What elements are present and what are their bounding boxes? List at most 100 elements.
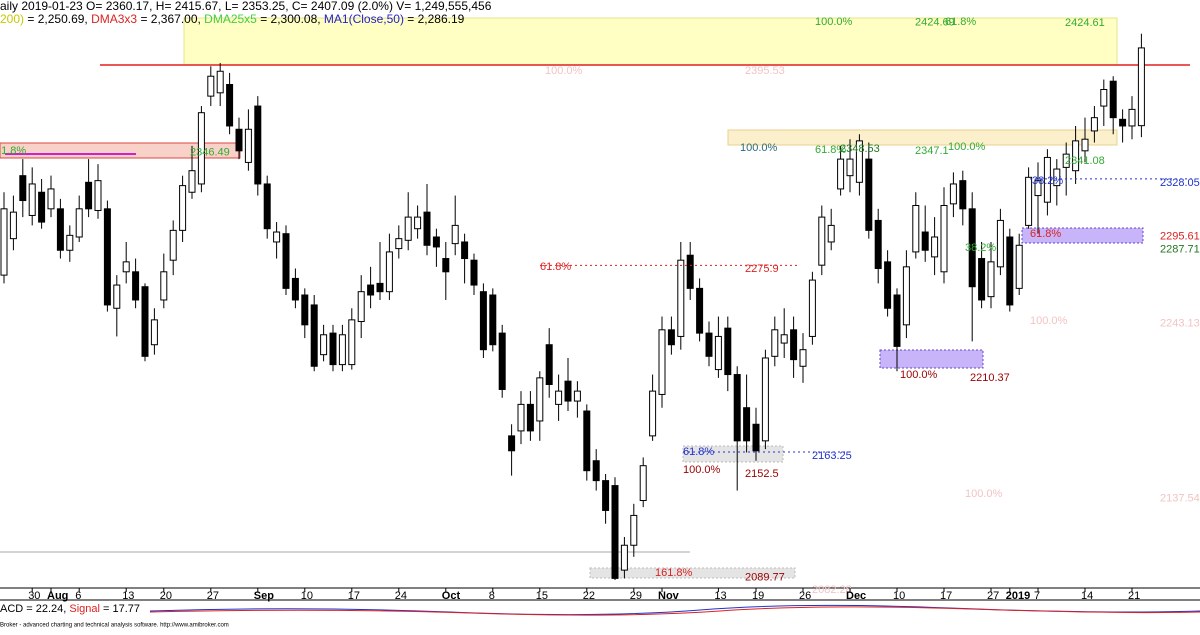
level-percent: 61.8% bbox=[945, 16, 976, 28]
candle-body bbox=[555, 390, 563, 405]
x-tick-label: 13 bbox=[122, 590, 134, 602]
level-value: 2163.25 bbox=[812, 450, 852, 462]
level-value: 2395.53 bbox=[745, 65, 785, 77]
candle-body bbox=[724, 327, 732, 376]
candle-body bbox=[38, 191, 46, 223]
candle-body bbox=[837, 158, 845, 190]
level-percent: 100.0% bbox=[900, 369, 938, 381]
candle-body bbox=[179, 185, 187, 231]
x-tick-label: 17 bbox=[940, 590, 952, 602]
candle-body bbox=[414, 216, 422, 230]
candle-body bbox=[1128, 108, 1136, 127]
candle-body bbox=[1025, 176, 1033, 226]
level-percent: 61.8% bbox=[683, 446, 714, 458]
x-tick-label: 30 bbox=[28, 590, 40, 602]
candle-body bbox=[0, 208, 8, 276]
candle-body bbox=[348, 319, 356, 366]
candle-body bbox=[978, 258, 986, 301]
indicator-item: = 2,250.69, bbox=[24, 12, 91, 26]
candle-body bbox=[94, 180, 102, 211]
level-percent: 61.8% bbox=[0, 145, 26, 157]
candle-body bbox=[197, 112, 205, 185]
zone-grey bbox=[589, 567, 796, 579]
candle-body bbox=[263, 183, 271, 230]
x-tick-label: 26 bbox=[799, 590, 811, 602]
candle-body bbox=[808, 279, 816, 337]
candle-body bbox=[583, 410, 591, 472]
candle-body bbox=[1034, 180, 1042, 197]
candle-body bbox=[357, 291, 365, 323]
candle-body bbox=[1006, 236, 1014, 306]
candle-body bbox=[1015, 244, 1023, 289]
candle-body bbox=[367, 284, 375, 296]
candle-body bbox=[968, 208, 976, 288]
candle-body bbox=[1072, 140, 1080, 172]
candle-body bbox=[696, 287, 704, 334]
level-percent: 38.2% bbox=[965, 242, 996, 254]
candle-body bbox=[489, 294, 497, 346]
candle-body bbox=[517, 403, 525, 432]
macd-value: ACD = 22.24, bbox=[0, 603, 69, 615]
candle-body bbox=[705, 332, 713, 357]
candle-body bbox=[141, 286, 149, 357]
zone-orange bbox=[727, 129, 1118, 146]
x-tick-label: 24 bbox=[395, 590, 407, 602]
candle-body bbox=[310, 304, 318, 367]
level-percent: 100.0% bbox=[545, 65, 583, 77]
x-tick-label: 29 bbox=[630, 590, 642, 602]
x-tick-label: 27 bbox=[987, 590, 999, 602]
x-tick-label: 22 bbox=[583, 590, 595, 602]
level-value: 2346.49 bbox=[190, 146, 230, 158]
candle-body bbox=[658, 329, 666, 395]
candle-body bbox=[1137, 47, 1145, 127]
candle-body bbox=[1090, 117, 1098, 132]
candle-body bbox=[771, 329, 779, 357]
candle-body bbox=[536, 377, 544, 422]
candle-body bbox=[9, 211, 17, 240]
candle-body bbox=[291, 277, 299, 301]
level-percent: 100.0% bbox=[948, 141, 986, 153]
candle-body bbox=[1081, 138, 1089, 152]
candles bbox=[0, 33, 1145, 581]
candle-body bbox=[940, 205, 948, 273]
candle-body bbox=[216, 70, 224, 94]
candle-body bbox=[461, 241, 469, 260]
level-percent: 100.0% bbox=[815, 16, 853, 28]
candle-body bbox=[404, 216, 412, 241]
x-axis-labels: 30 Aug 6 13 20 27 Sep 10 17 24 Oct 8 15 22 29 Nov 13 19 26… bbox=[28, 588, 1140, 602]
candle-body bbox=[743, 407, 751, 442]
x-tick-label: Nov bbox=[658, 590, 680, 602]
level-value: 2137.54 bbox=[1160, 493, 1200, 505]
candle-body bbox=[301, 294, 309, 326]
indicator-item: DMA3x3 bbox=[91, 12, 137, 26]
candle-body bbox=[273, 231, 281, 243]
level-percent: 100.0% bbox=[740, 142, 778, 154]
candle-body bbox=[846, 158, 854, 177]
x-tick-label: 15 bbox=[536, 590, 548, 602]
candle-body bbox=[592, 460, 600, 482]
level-value: 2348.53 bbox=[840, 143, 880, 155]
zone-yellow bbox=[183, 17, 1118, 66]
candle-body bbox=[1062, 153, 1070, 168]
level-value: 2152.5 bbox=[745, 468, 779, 480]
indicator-item: = 2,286.19 bbox=[404, 12, 465, 26]
x-tick-label: 7 bbox=[1034, 590, 1040, 602]
annotations: 2424.69 2424.61 2395.53 2346.49 2348.53 2347.… bbox=[0, 16, 1200, 596]
candle-body bbox=[996, 219, 1004, 268]
candle-body bbox=[818, 216, 826, 266]
candle-body bbox=[884, 261, 892, 309]
candle-body bbox=[19, 175, 27, 202]
candle-body bbox=[442, 258, 450, 273]
candle-body bbox=[1053, 168, 1061, 187]
x-tick-label: 6 bbox=[75, 590, 81, 602]
indicator-legend: 200) = 2,250.69, DMA3x3 = 2,367.00, DMA2… bbox=[0, 12, 465, 26]
candle-body bbox=[282, 233, 290, 289]
signal-label: Signal bbox=[69, 603, 100, 615]
level-value: 2243.13 bbox=[1160, 318, 1200, 330]
candle-body bbox=[714, 335, 722, 371]
candle-body bbox=[686, 254, 694, 289]
candle-body bbox=[874, 219, 882, 269]
candle-body bbox=[244, 128, 252, 163]
zone-purple bbox=[1021, 227, 1144, 244]
indicator-item: = 2,367.00, bbox=[137, 12, 204, 26]
